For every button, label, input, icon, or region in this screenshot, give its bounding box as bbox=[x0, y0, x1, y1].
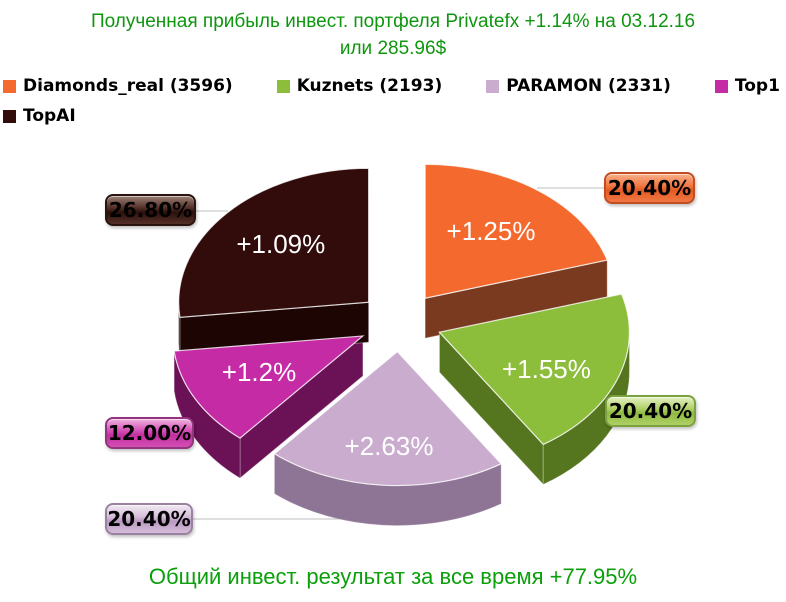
legend-swatch-diamonds-real bbox=[3, 79, 16, 93]
legend-label-diamonds-real: Diamonds_real (3596) bbox=[23, 76, 233, 96]
slice-value-label-topai: +1.09% bbox=[236, 229, 325, 259]
chart-title-line1: Полученная прибыль инвест. портфеля Priv… bbox=[90, 11, 696, 32]
chart-title: Полученная прибыль инвест. портфеля Priv… bbox=[0, 8, 786, 62]
legend-label-kuznets: Kuznets (2193) bbox=[296, 76, 443, 96]
slice-top-top1 bbox=[173, 335, 365, 439]
legend-swatch-kuznets bbox=[276, 79, 290, 93]
legend-swatch-topai bbox=[3, 109, 16, 123]
slice-top-paramon bbox=[273, 350, 503, 487]
chart-legend: Diamonds_real (3596) Kuznets (2193) PARAMO… bbox=[3, 76, 783, 126]
legend-label-top1: Top1 bbox=[734, 76, 780, 96]
legend-item-kuznets: Kuznets (2193) bbox=[276, 76, 443, 96]
slice-top-diamonds-real bbox=[424, 163, 609, 299]
slice-value-label-top1: +1.2% bbox=[222, 357, 296, 387]
callout-badge-diamonds-real: 20.40% bbox=[604, 172, 695, 204]
callout-badge-paramon: 20.40% bbox=[105, 503, 193, 535]
slice-top-topai bbox=[178, 167, 370, 319]
legend-label-paramon: PARAMON (2331) bbox=[506, 76, 671, 96]
legend-swatch-paramon bbox=[486, 79, 500, 93]
slice-value-label-kuznets: +1.55% bbox=[502, 354, 591, 384]
slice-value-label-diamonds-real: +1.25% bbox=[447, 216, 536, 246]
chart-footer: Общий инвест. результат за все время +77… bbox=[148, 564, 638, 589]
callout-badge-kuznets: 20.40% bbox=[605, 395, 696, 427]
legend-label-topai: TopAI bbox=[23, 106, 76, 126]
slice-value-label-paramon: +2.63% bbox=[345, 431, 434, 461]
legend-swatch-top1 bbox=[714, 79, 728, 93]
slice-top-kuznets bbox=[438, 293, 631, 446]
chart-title-line2: или 285.96$ bbox=[339, 38, 447, 59]
callout-badge-top1: 12.00% bbox=[105, 417, 194, 449]
legend-item-topai: TopAI bbox=[3, 106, 76, 126]
legend-item-paramon: PARAMON (2331) bbox=[486, 76, 671, 96]
callout-badge-topai: 26.80% bbox=[105, 194, 196, 226]
legend-item-top1: Top1 bbox=[714, 76, 780, 96]
legend-item-diamonds-real: Diamonds_real (3596) bbox=[3, 76, 233, 96]
